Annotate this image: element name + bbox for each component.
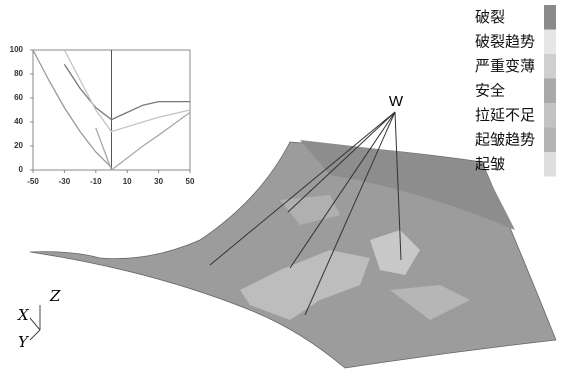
- x-tick-label: -30: [59, 177, 71, 186]
- legend-label: 破裂: [475, 8, 505, 26]
- axis-label-y: Y: [18, 333, 30, 351]
- x-tick-label: 10: [123, 177, 132, 186]
- legend-label: 破裂趋势: [475, 33, 535, 51]
- callout-label: W: [389, 93, 404, 110]
- axis-label-z: Z: [49, 287, 61, 305]
- legend-swatch: [544, 128, 556, 153]
- y-tick-label: 0: [19, 165, 24, 174]
- legend-swatch: [544, 152, 556, 177]
- y-tick-label: 20: [14, 141, 23, 150]
- x-tick-label: -50: [27, 177, 39, 186]
- y-tick-label: 40: [14, 117, 23, 126]
- y-tick-label: 100: [10, 45, 24, 54]
- legend-swatch: [544, 79, 556, 104]
- legend-label: 拉延不足: [475, 106, 535, 124]
- axis-triad: [30, 305, 40, 340]
- figure: W Z X Y 020406080100-50-30-10103050 破裂破裂…: [0, 0, 562, 371]
- legend-label: 严重变薄: [475, 57, 535, 75]
- legend-label: 安全: [475, 82, 505, 100]
- legend-swatch: [544, 30, 556, 55]
- legend-swatch: [544, 54, 556, 79]
- x-tick-label: 30: [154, 177, 163, 186]
- axis-label-x: X: [17, 306, 30, 324]
- y-tick-label: 80: [14, 69, 23, 78]
- x-tick-label: 50: [186, 177, 195, 186]
- x-tick-label: -10: [90, 177, 102, 186]
- legend-swatch: [544, 103, 556, 128]
- legend-label: 起皱: [475, 155, 505, 173]
- figure-svg: W Z X Y 020406080100-50-30-10103050 破裂破裂…: [0, 0, 562, 371]
- legend-label: 起皱趋势: [475, 131, 535, 149]
- y-tick-label: 60: [14, 93, 23, 102]
- legend-swatch: [544, 5, 556, 30]
